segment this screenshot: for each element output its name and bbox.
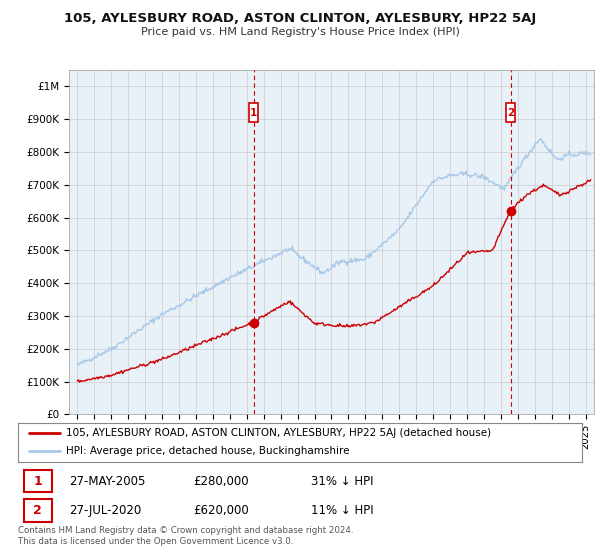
Text: Price paid vs. HM Land Registry's House Price Index (HPI): Price paid vs. HM Land Registry's House … [140, 27, 460, 37]
Text: 2: 2 [34, 504, 42, 517]
Text: 27-JUL-2020: 27-JUL-2020 [69, 504, 141, 517]
Text: 1: 1 [34, 475, 42, 488]
FancyBboxPatch shape [23, 470, 52, 492]
FancyBboxPatch shape [249, 103, 258, 123]
Text: 27-MAY-2005: 27-MAY-2005 [69, 475, 145, 488]
Text: HPI: Average price, detached house, Buckinghamshire: HPI: Average price, detached house, Buck… [66, 446, 349, 456]
Text: 1: 1 [250, 108, 257, 118]
Text: 2: 2 [507, 108, 514, 118]
FancyBboxPatch shape [23, 500, 52, 522]
Text: Contains HM Land Registry data © Crown copyright and database right 2024.
This d: Contains HM Land Registry data © Crown c… [18, 526, 353, 546]
Text: 105, AYLESBURY ROAD, ASTON CLINTON, AYLESBURY, HP22 5AJ (detached house): 105, AYLESBURY ROAD, ASTON CLINTON, AYLE… [66, 428, 491, 438]
Text: £280,000: £280,000 [193, 475, 248, 488]
Text: 31% ↓ HPI: 31% ↓ HPI [311, 475, 374, 488]
FancyBboxPatch shape [506, 103, 515, 123]
Text: £620,000: £620,000 [193, 504, 248, 517]
Text: 105, AYLESBURY ROAD, ASTON CLINTON, AYLESBURY, HP22 5AJ: 105, AYLESBURY ROAD, ASTON CLINTON, AYLE… [64, 12, 536, 25]
Text: 11% ↓ HPI: 11% ↓ HPI [311, 504, 374, 517]
